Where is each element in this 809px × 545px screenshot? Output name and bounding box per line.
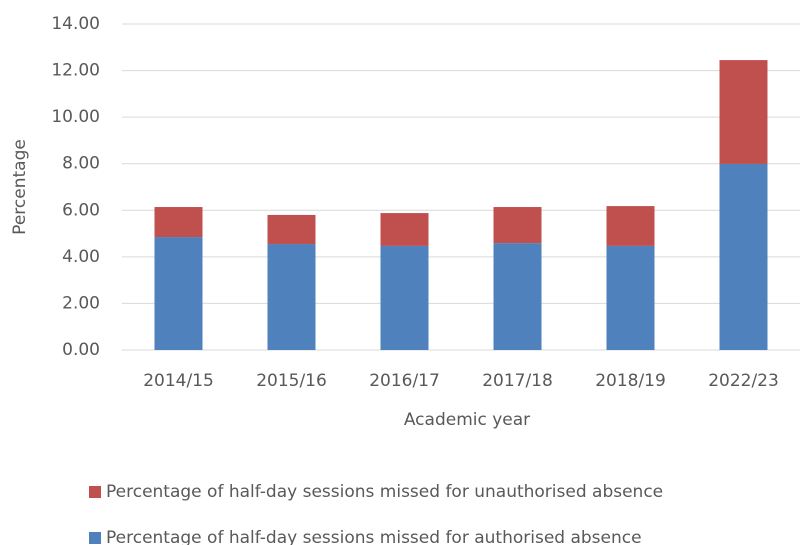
x-tick-label: 2022/23 xyxy=(708,371,779,391)
legend-label: Percentage of half-day sessions missed f… xyxy=(106,528,642,545)
bar-segment xyxy=(606,245,655,350)
y-tick-label: 8.00 xyxy=(62,154,100,174)
bar-segment xyxy=(380,213,429,246)
bar-segment xyxy=(154,207,203,238)
bar-segment xyxy=(719,60,768,164)
y-tick-label: 0.00 xyxy=(62,340,100,360)
y-axis-label: Percentage xyxy=(10,139,30,235)
x-tick-label: 2018/19 xyxy=(595,371,666,391)
bar-segment xyxy=(154,237,203,350)
y-tick-label: 4.00 xyxy=(62,247,100,267)
x-tick-label: 2014/15 xyxy=(143,371,214,391)
legend-label: Percentage of half-day sessions missed f… xyxy=(106,482,663,502)
bar-segment xyxy=(380,245,429,350)
x-tick-label: 2015/16 xyxy=(256,371,327,391)
y-tick-label: 6.00 xyxy=(62,200,100,220)
x-axis-label: Academic year xyxy=(404,410,530,430)
legend-swatch xyxy=(89,532,101,544)
bar-segment xyxy=(267,214,316,245)
bar-segment xyxy=(493,243,542,350)
bar-segment xyxy=(719,163,768,350)
y-tick-label: 14.00 xyxy=(51,14,100,34)
y-tick-label: 10.00 xyxy=(51,107,100,127)
bar-segment xyxy=(267,244,316,350)
y-tick-label: 2.00 xyxy=(62,293,100,313)
bar-segment xyxy=(606,206,655,246)
y-tick-label: 12.00 xyxy=(51,61,100,81)
legend-swatch xyxy=(89,486,101,498)
bar-segment xyxy=(493,207,542,244)
x-tick-label: 2017/18 xyxy=(482,371,553,391)
x-tick-label: 2016/17 xyxy=(369,371,440,391)
